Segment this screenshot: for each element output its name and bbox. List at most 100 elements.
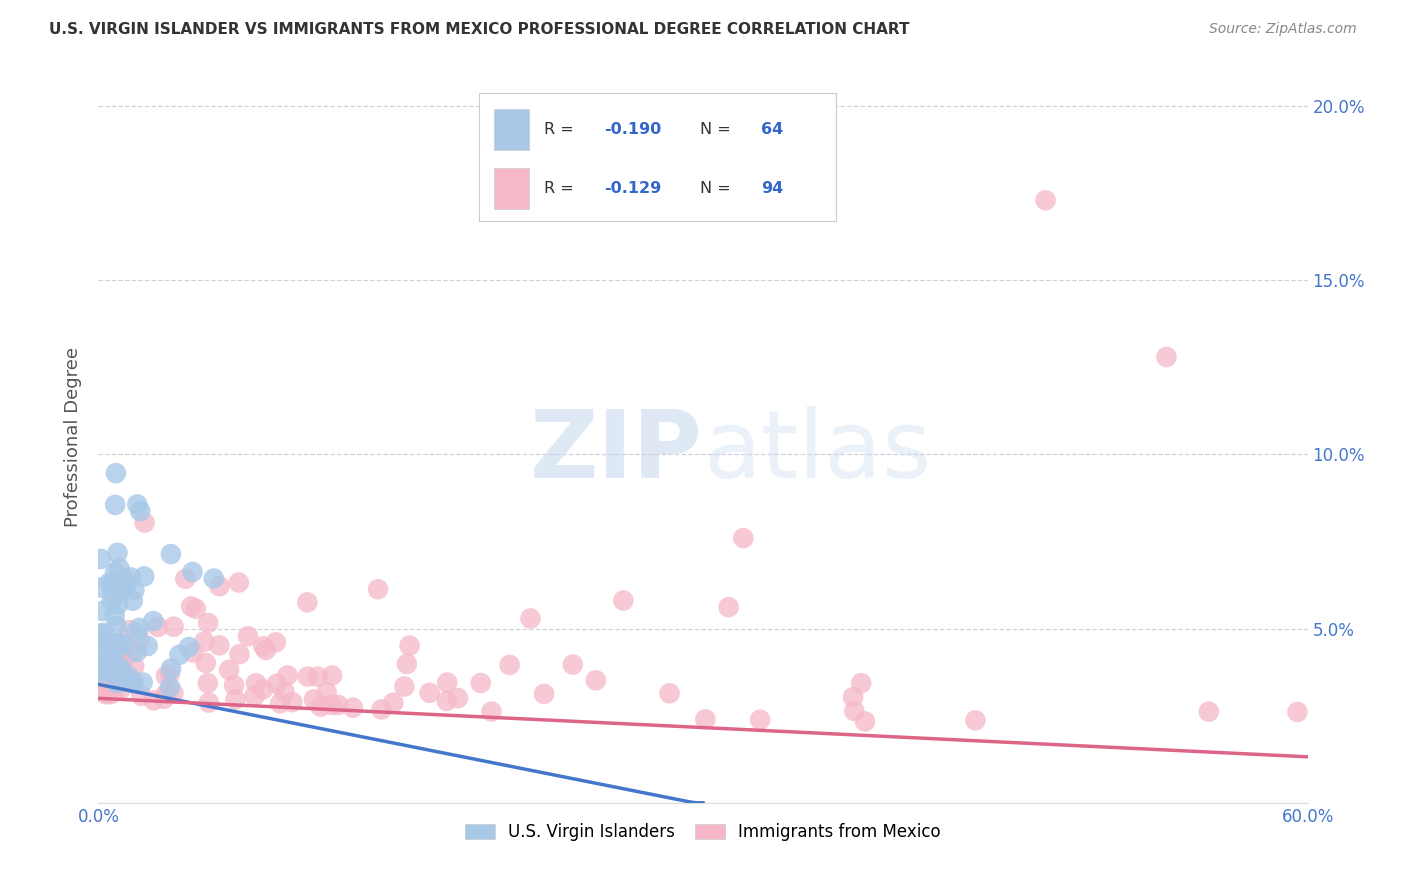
Point xyxy=(155,687,177,701)
Point xyxy=(90,552,112,566)
Point xyxy=(112,573,135,587)
Point xyxy=(159,680,181,694)
Point xyxy=(252,682,274,697)
Point xyxy=(118,669,141,683)
Point xyxy=(105,676,128,690)
Point xyxy=(197,615,219,630)
Point xyxy=(142,614,165,628)
Point xyxy=(717,600,740,615)
Point xyxy=(297,670,319,684)
Point xyxy=(612,593,634,607)
Point xyxy=(97,652,120,666)
Point xyxy=(104,566,127,580)
Point xyxy=(658,686,681,700)
Point xyxy=(111,582,134,597)
Point xyxy=(208,579,231,593)
Point xyxy=(131,689,153,703)
Point xyxy=(395,657,418,671)
Legend: U.S. Virgin Islanders, Immigrants from Mexico: U.S. Virgin Islanders, Immigrants from M… xyxy=(457,814,949,849)
Point xyxy=(252,639,274,653)
Point xyxy=(394,680,416,694)
Point xyxy=(160,547,183,561)
Point xyxy=(198,696,221,710)
Point xyxy=(245,676,267,690)
Point xyxy=(254,643,277,657)
Point xyxy=(103,637,125,651)
Point xyxy=(1035,193,1057,207)
Point xyxy=(181,646,204,660)
Point xyxy=(94,687,117,701)
Point xyxy=(197,676,219,690)
Point xyxy=(169,648,191,662)
Point xyxy=(128,632,150,647)
Point xyxy=(101,640,124,654)
Point xyxy=(153,691,176,706)
Point xyxy=(101,665,124,680)
Point xyxy=(89,581,111,595)
Point xyxy=(112,653,135,667)
Point xyxy=(96,636,118,650)
Point xyxy=(94,664,117,678)
Point xyxy=(419,686,441,700)
Point xyxy=(315,685,337,699)
Point xyxy=(122,676,145,690)
Point xyxy=(104,466,127,480)
Point xyxy=(585,673,607,688)
Point xyxy=(94,655,117,669)
Point xyxy=(733,531,755,545)
Point xyxy=(436,675,458,690)
Point xyxy=(136,639,159,653)
Point xyxy=(104,498,127,512)
Point xyxy=(108,561,131,575)
Point xyxy=(174,572,197,586)
Point xyxy=(844,704,866,718)
Point xyxy=(163,620,186,634)
Point xyxy=(97,640,120,655)
Point xyxy=(97,650,120,665)
Point xyxy=(87,670,110,684)
Point xyxy=(155,669,177,683)
Point xyxy=(125,645,148,659)
Point xyxy=(321,668,343,682)
Point xyxy=(193,634,215,648)
Point xyxy=(121,676,143,690)
Point xyxy=(302,692,325,706)
Point xyxy=(105,675,128,690)
Point xyxy=(146,620,169,634)
Point xyxy=(481,705,503,719)
Point xyxy=(309,699,332,714)
Point xyxy=(849,676,872,690)
Point xyxy=(112,648,135,663)
Point xyxy=(160,661,183,675)
Point xyxy=(243,689,266,703)
Point xyxy=(498,657,520,672)
Point xyxy=(749,713,772,727)
Point xyxy=(398,639,420,653)
Point xyxy=(101,666,124,681)
Point xyxy=(695,712,717,726)
Point xyxy=(110,665,132,680)
Point xyxy=(561,657,583,672)
Point xyxy=(89,626,111,640)
Point xyxy=(519,611,541,625)
Point xyxy=(107,546,129,560)
Point xyxy=(447,691,470,706)
Point xyxy=(100,594,122,608)
Point xyxy=(177,640,200,654)
Point xyxy=(93,625,115,640)
Point xyxy=(101,576,124,591)
Point xyxy=(328,698,350,712)
Point xyxy=(122,659,145,673)
Point xyxy=(90,665,112,680)
Point xyxy=(436,694,458,708)
Point xyxy=(1286,705,1309,719)
Point xyxy=(127,497,149,511)
Point xyxy=(91,604,114,618)
Point xyxy=(218,663,240,677)
Point xyxy=(121,593,143,607)
Point xyxy=(142,693,165,707)
Text: ZIP: ZIP xyxy=(530,406,703,498)
Point xyxy=(129,504,152,518)
Point xyxy=(110,576,132,591)
Point xyxy=(122,675,145,690)
